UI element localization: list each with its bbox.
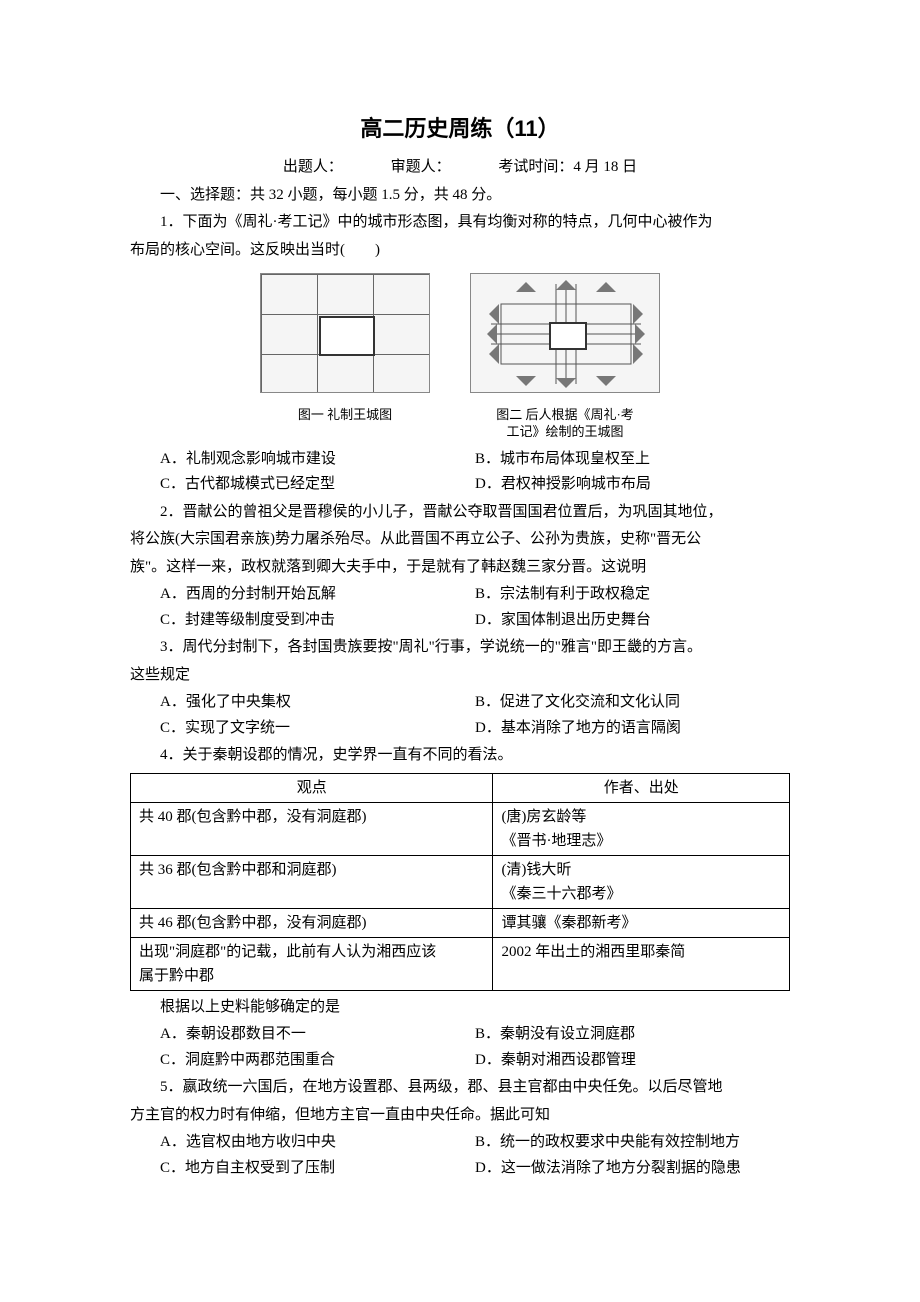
table-cell-source: 谭其骧《秦郡新考》 <box>493 908 790 937</box>
q1-figures: 图一 礼制王城图 <box>130 273 790 440</box>
q4-option-d: D．秦朝对湘西设郡管理 <box>475 1048 790 1074</box>
q2-option-b: B．宗法制有利于政权稳定 <box>475 582 790 608</box>
q1-fig2-caption-l1: 图二 后人根据《周礼·考 <box>496 407 634 422</box>
q1-figure-1-caption: 图一 礼制王城图 <box>260 407 430 424</box>
q1-figure-1-image <box>260 273 430 393</box>
page-title: 高二历史周练（11） <box>130 110 790 147</box>
table-cell-view: 共 40 郡(包含黔中郡，没有洞庭郡) <box>131 802 493 855</box>
q1-options: A．礼制观念影响城市建设 B．城市布局体现皇权至上 C．古代都城模式已经定型 D… <box>130 447 790 498</box>
q4-option-a: A．秦朝设郡数目不一 <box>160 1022 475 1048</box>
q4-options: A．秦朝设郡数目不一 B．秦朝没有设立洞庭郡 C．洞庭黔中两郡范围重合 D．秦朝… <box>130 1022 790 1073</box>
q1-fig2-caption-l2: 工记》绘制的王城图 <box>506 424 623 439</box>
src-l2: 《晋书·地理志》 <box>501 833 611 849</box>
q3-option-b: B．促进了文化交流和文化认同 <box>475 690 790 716</box>
setter-label: 出题人： <box>283 155 343 181</box>
q4-sub-stem: 根据以上史料能够确定的是 <box>130 995 790 1021</box>
q2-stem-line2: 将公族(大宗国君亲族)势力屠杀殆尽。从此晋国不再立公子、公孙为贵族，史称"晋无公 <box>130 527 790 553</box>
exam-page: 高二历史周练（11） 出题人： 审题人： 考试时间：4 月 18 日 一、选择题… <box>0 0 920 1243</box>
src-l2: 《秦三十六郡考》 <box>501 886 621 902</box>
q4-stem: 4．关于秦朝设郡的情况，史学界一直有不同的看法。 <box>130 743 790 769</box>
table-header-source: 作者、出处 <box>493 773 790 802</box>
table-cell-view: 共 46 郡(包含黔中郡，没有洞庭郡) <box>131 908 493 937</box>
q1-option-a: A．礼制观念影响城市建设 <box>160 447 475 473</box>
q5-option-b: B．统一的政权要求中央能有效控制地方 <box>475 1130 790 1156</box>
view-l1: 出现"洞庭郡"的记载，此前有人认为湘西应该 <box>139 944 436 960</box>
q2-option-d: D．家国体制退出历史舞台 <box>475 608 790 634</box>
q5-options: A．选官权由地方收归中央 B．统一的政权要求中央能有效控制地方 C．地方自主权受… <box>130 1130 790 1181</box>
q1-option-b: B．城市布局体现皇权至上 <box>475 447 790 473</box>
src-l1: (清)钱大昕 <box>501 862 571 878</box>
src-l1: (唐)房玄龄等 <box>501 809 586 825</box>
table-cell-source: (唐)房玄龄等 《晋书·地理志》 <box>493 802 790 855</box>
table-row: 共 36 郡(包含黔中郡和洞庭郡) (清)钱大昕 《秦三十六郡考》 <box>131 855 790 908</box>
table-row: 共 40 郡(包含黔中郡，没有洞庭郡) (唐)房玄龄等 《晋书·地理志》 <box>131 802 790 855</box>
reviewer-label: 审题人： <box>391 155 451 181</box>
q3-option-d: D．基本消除了地方的语言隔阂 <box>475 716 790 742</box>
q3-option-c: C．实现了文字统一 <box>160 716 475 742</box>
table-cell-source: (清)钱大昕 《秦三十六郡考》 <box>493 855 790 908</box>
q5-option-d: D．这一做法消除了地方分裂割据的隐患 <box>475 1156 790 1182</box>
table-cell-view: 出现"洞庭郡"的记载，此前有人认为湘西应该 属于黔中郡 <box>131 937 493 990</box>
section-heading: 一、选择题：共 32 小题，每小题 1.5 分，共 48 分。 <box>130 183 790 209</box>
q1-option-d: D．君权神授影响城市布局 <box>475 472 790 498</box>
q2-option-c: C．封建等级制度受到冲击 <box>160 608 475 634</box>
q1-figure-2-image <box>470 273 660 393</box>
q5-option-a: A．选官权由地方收归中央 <box>160 1130 475 1156</box>
table-header-row: 观点 作者、出处 <box>131 773 790 802</box>
view-l2: 属于黔中郡 <box>139 968 214 984</box>
table-cell-source: 2002 年出土的湘西里耶秦简 <box>493 937 790 990</box>
q2-stem-line1: 2．晋献公的曾祖父是晋穆侯的小儿子，晋献公夺取晋国国君位置后，为巩固其地位， <box>130 500 790 526</box>
q3-options: A．强化了中央集权 B．促进了文化交流和文化认同 C．实现了文字统一 D．基本消… <box>130 690 790 741</box>
ornate-svg <box>471 274 660 393</box>
q2-option-a: A．西周的分封制开始瓦解 <box>160 582 475 608</box>
q5-stem-line2: 方主官的权力时有伸缩，但地方主官一直由中央任命。据此可知 <box>130 1103 790 1129</box>
q1-stem-line1: 1．下面为《周礼·考工记》中的城市形态图，具有均衡对称的特点，几何中心被作为 <box>130 210 790 236</box>
q4-option-c: C．洞庭黔中两郡范围重合 <box>160 1048 475 1074</box>
q1-figure-2-caption: 图二 后人根据《周礼·考 工记》绘制的王城图 <box>470 407 660 441</box>
q5-stem-line1: 5．嬴政统一六国后，在地方设置郡、县两级，郡、县主官都由中央任免。以后尽管地 <box>130 1075 790 1101</box>
q5-option-c: C．地方自主权受到了压制 <box>160 1156 475 1182</box>
table-row: 共 46 郡(包含黔中郡，没有洞庭郡) 谭其骧《秦郡新考》 <box>131 908 790 937</box>
meta-line: 出题人： 审题人： 考试时间：4 月 18 日 <box>130 155 790 181</box>
q3-option-a: A．强化了中央集权 <box>160 690 475 716</box>
q4-table: 观点 作者、出处 共 40 郡(包含黔中郡，没有洞庭郡) (唐)房玄龄等 《晋书… <box>130 773 790 991</box>
q1-stem-line2: 布局的核心空间。这反映出当时( ) <box>130 238 790 264</box>
q3-stem-line1: 3．周代分封制下，各封国贵族要按"周礼"行事，学说统一的"雅言"即王畿的方言。 <box>130 635 790 661</box>
table-header-view: 观点 <box>131 773 493 802</box>
q1-figure-2: 图二 后人根据《周礼·考 工记》绘制的王城图 <box>470 273 660 440</box>
q3-stem-line2: 这些规定 <box>130 663 790 689</box>
q4-option-b: B．秦朝没有设立洞庭郡 <box>475 1022 790 1048</box>
table-cell-view: 共 36 郡(包含黔中郡和洞庭郡) <box>131 855 493 908</box>
q2-options: A．西周的分封制开始瓦解 B．宗法制有利于政权稳定 C．封建等级制度受到冲击 D… <box>130 582 790 633</box>
q1-option-c: C．古代都城模式已经定型 <box>160 472 475 498</box>
q1-figure-1: 图一 礼制王城图 <box>260 273 430 440</box>
table-row: 出现"洞庭郡"的记载，此前有人认为湘西应该 属于黔中郡 2002 年出土的湘西里… <box>131 937 790 990</box>
q2-stem-line3: 族"。这样一来，政权就落到卿大夫手中，于是就有了韩赵魏三家分晋。这说明 <box>130 555 790 581</box>
exam-time: 考试时间：4 月 18 日 <box>498 155 637 181</box>
